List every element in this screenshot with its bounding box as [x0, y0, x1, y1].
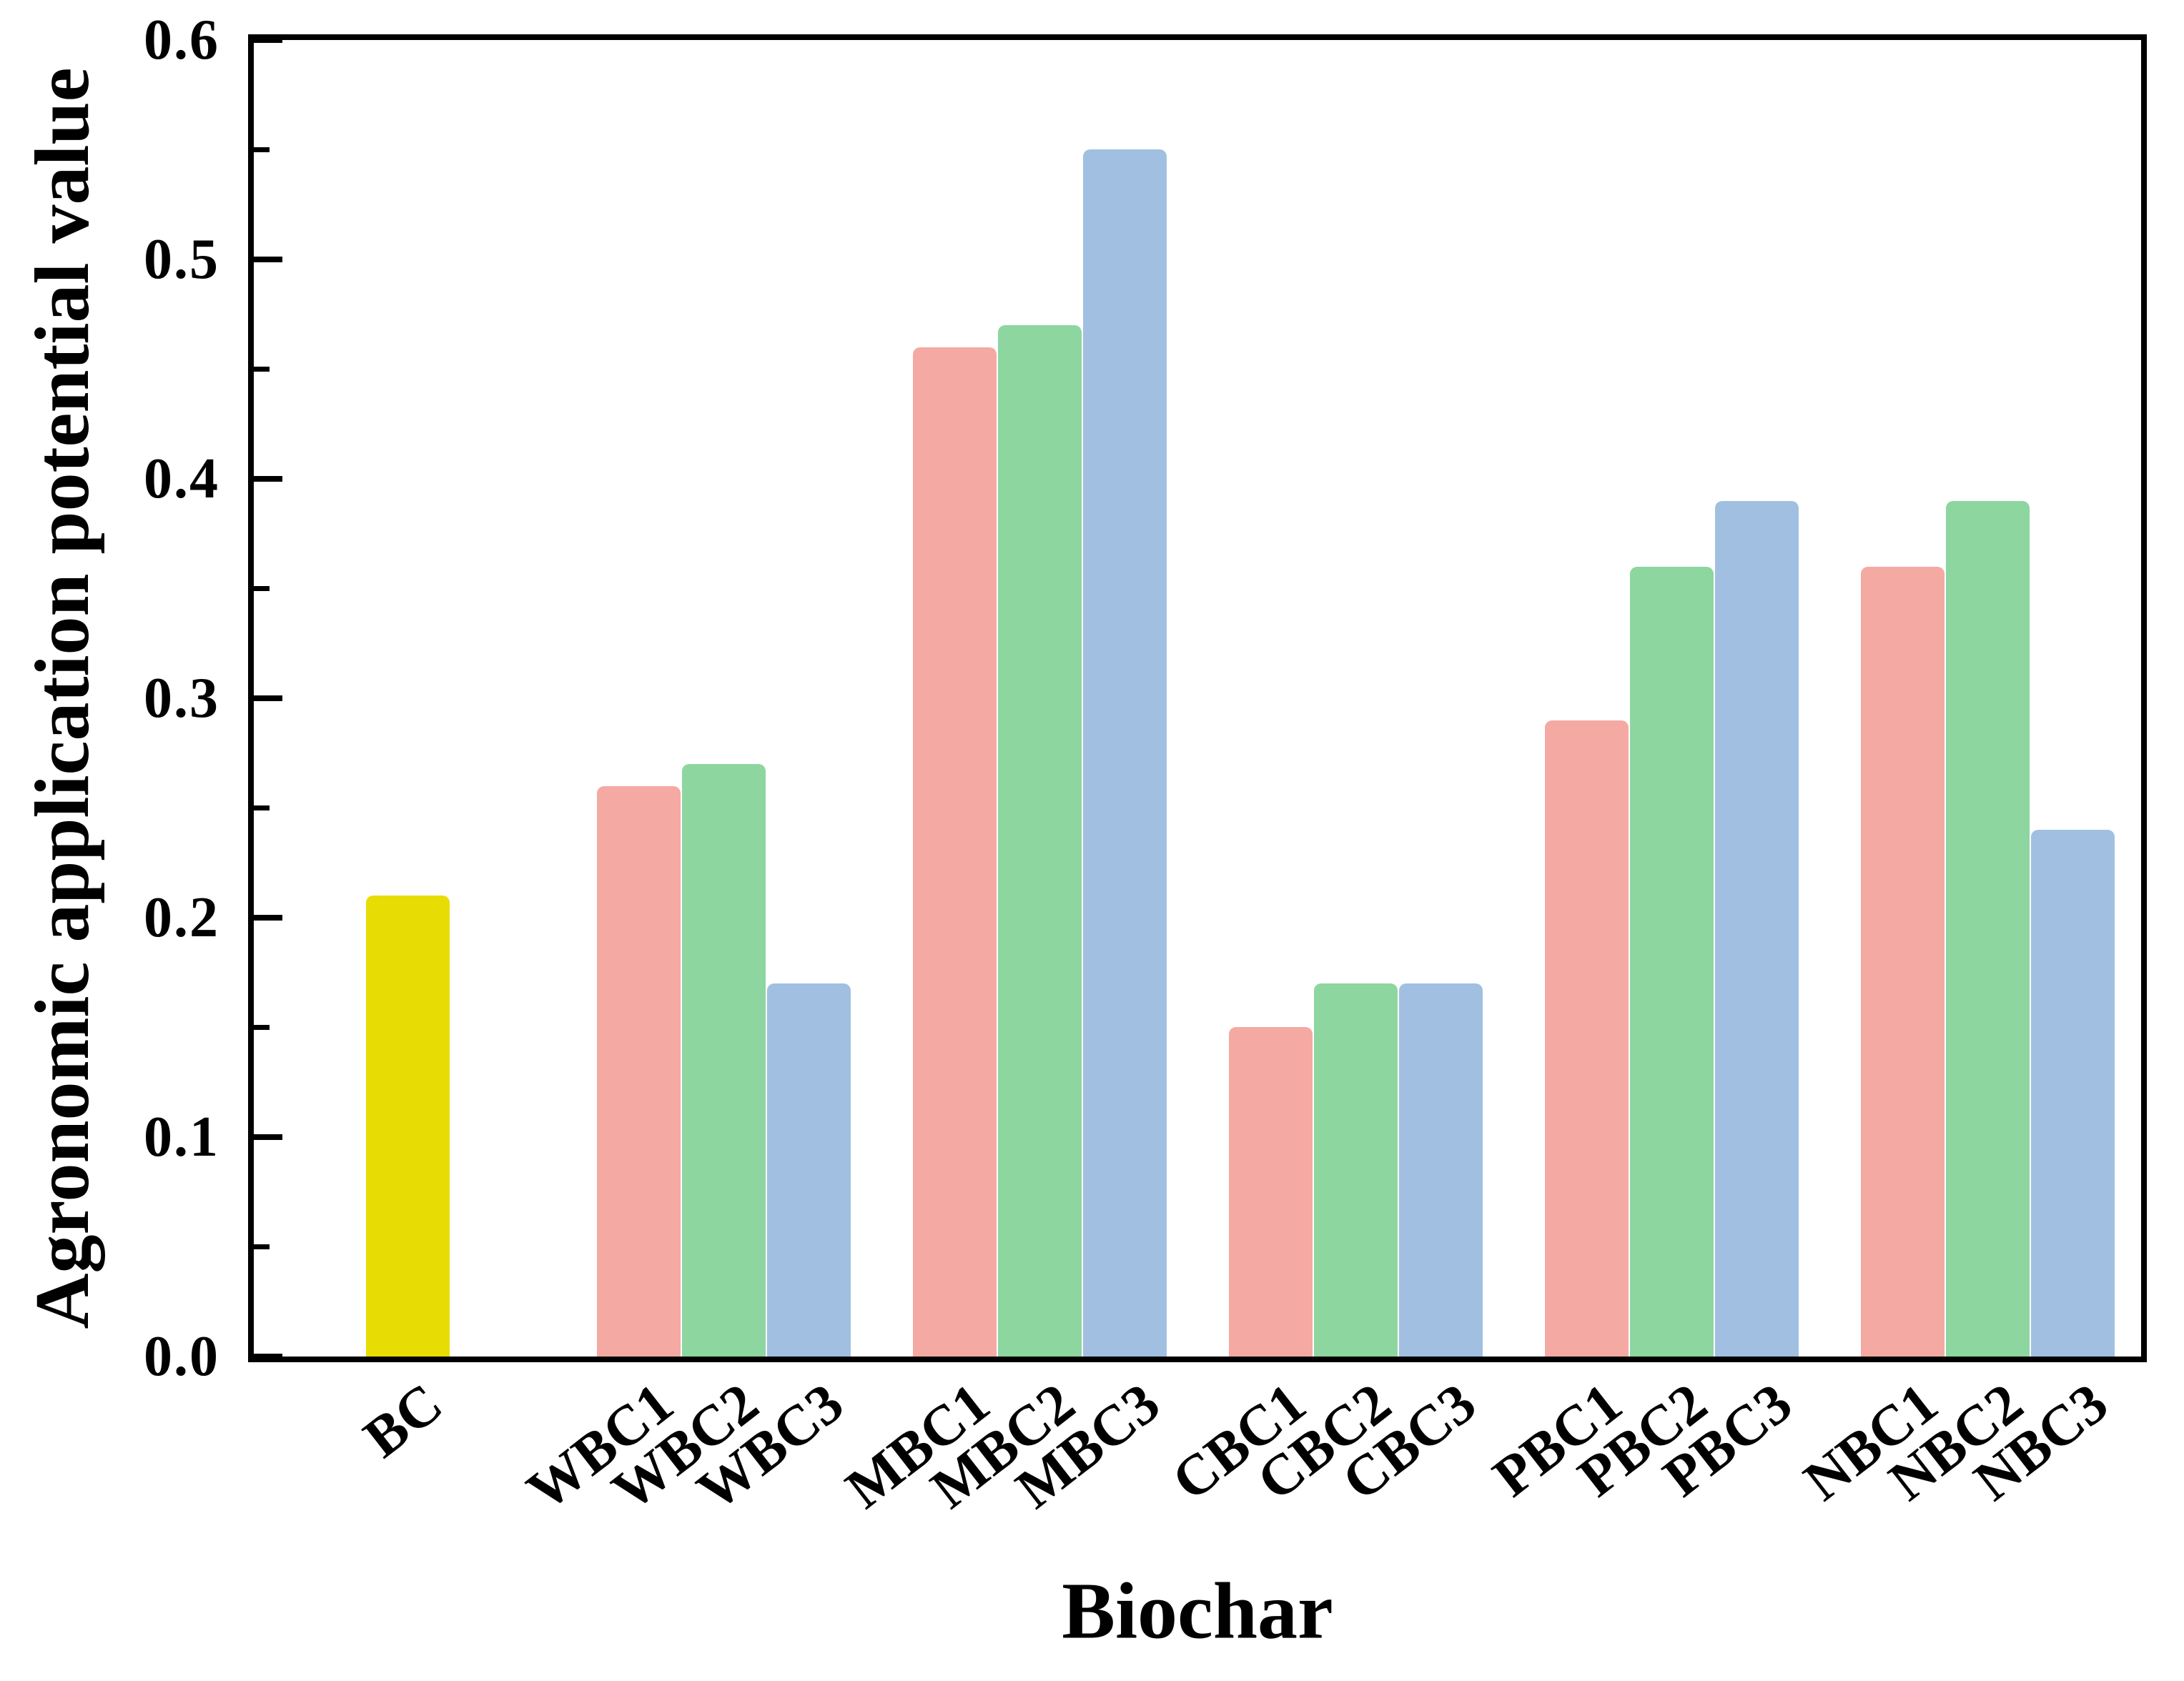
x-tick-label-CBC2: CBC2: [1245, 1371, 1403, 1513]
bar-MBC1: [913, 347, 997, 1357]
x-tick-label-CBC3: CBC3: [1330, 1371, 1488, 1513]
y-minor-tick-0.25: [254, 805, 270, 810]
y-major-tick-0.1: [254, 1134, 282, 1140]
y-major-tick-0.4: [254, 476, 282, 482]
y-major-tick-0.2: [254, 915, 282, 921]
bar-CBC2: [1314, 983, 1398, 1357]
y-major-tick-0.3: [254, 695, 282, 701]
bar-WBC3: [767, 983, 851, 1357]
x-tick-label-CBC1: CBC1: [1160, 1371, 1318, 1513]
x-tick-label-wrap-WBC3: WBC3: [318, 1372, 855, 1523]
y-minor-tick-0.15: [254, 1025, 270, 1030]
bar-CBC3: [1399, 983, 1483, 1357]
x-tick-label-wrap-CBC3: CBC3: [950, 1372, 1487, 1513]
x-tick-label-wrap-PBC2: PBC2: [1181, 1372, 1718, 1509]
x-tick-label-PBC1: PBC1: [1481, 1371, 1634, 1509]
x-tick-label-MBC2: MBC2: [919, 1371, 1087, 1521]
x-tick-label-wrap-MBC3: MBC3: [634, 1372, 1171, 1521]
plot-frame: [248, 34, 2147, 1362]
x-tick-label-wrap-PBC1: PBC1: [1096, 1372, 1633, 1509]
y-tick-label-0.5: 0.5: [144, 228, 219, 291]
x-tick-label-wrap-CBC1: CBC1: [780, 1372, 1317, 1513]
bar-NBC3: [2031, 830, 2115, 1357]
x-tick-label-wrap-CBC2: CBC2: [865, 1372, 1402, 1513]
y-tick-label-0.3: 0.3: [144, 667, 219, 730]
bar-WBC1: [597, 786, 681, 1357]
x-tick-label-wrap-WBC2: WBC2: [233, 1372, 770, 1523]
plot-area: [254, 37, 2141, 1359]
bar-BC: [366, 896, 450, 1357]
bar-MBC2: [998, 325, 1082, 1357]
bar-PBC3: [1715, 501, 1799, 1357]
x-tick-label-WBC3: WBC3: [686, 1371, 856, 1523]
x-tick-label-PBC2: PBC2: [1566, 1371, 1719, 1509]
x-axis-title: Biochar: [1062, 1567, 1333, 1656]
bar-CBC1: [1229, 1027, 1313, 1357]
x-tick-label-WBC2: WBC2: [601, 1371, 771, 1523]
y-major-tick-0.0: [254, 1354, 282, 1359]
x-tick-label-MBC3: MBC3: [1004, 1371, 1172, 1521]
bar-NBC1: [1861, 567, 1945, 1357]
y-tick-label-0.2: 0.2: [144, 886, 219, 949]
y-minor-tick-0.45: [254, 367, 270, 372]
bar-MBC3: [1083, 149, 1167, 1357]
y-minor-tick-0.55: [254, 147, 270, 152]
x-tick-label-wrap-PBC3: PBC3: [1266, 1372, 1803, 1509]
y-axis-title: Agronomic application potential value: [20, 67, 105, 1329]
x-tick-label-wrap-NBC3: NBC3: [1582, 1372, 2119, 1513]
x-tick-label-wrap-NBC2: NBC2: [1497, 1372, 2034, 1513]
x-tick-label-NBC3: NBC3: [1962, 1371, 2120, 1513]
y-tick-label-0.4: 0.4: [144, 447, 219, 510]
y-tick-label-0.0: 0.0: [144, 1325, 219, 1388]
x-tick-label-WBC1: WBC1: [515, 1371, 686, 1523]
x-tick-label-wrap-WBC1: WBC1: [148, 1372, 685, 1523]
y-minor-tick-0.35: [254, 586, 270, 591]
x-tick-label-NBC2: NBC2: [1877, 1371, 2035, 1513]
x-tick-label-wrap-MBC1: MBC1: [464, 1372, 1001, 1521]
bar-PBC2: [1630, 567, 1714, 1357]
x-tick-label-BC: BC: [352, 1371, 455, 1470]
y-minor-tick-0.05: [254, 1244, 270, 1249]
x-tick-label-NBC1: NBC1: [1792, 1371, 1950, 1513]
x-tick-label-wrap-NBC1: NBC1: [1412, 1372, 1949, 1513]
y-major-tick-0.6: [254, 37, 282, 43]
y-tick-label-0.6: 0.6: [144, 9, 219, 71]
x-tick-label-wrap-MBC2: MBC2: [549, 1372, 1086, 1521]
bar-PBC1: [1545, 720, 1629, 1357]
x-tick-label-MBC1: MBC1: [834, 1371, 1002, 1521]
bar-NBC2: [1946, 501, 2030, 1357]
y-major-tick-0.5: [254, 257, 282, 262]
y-tick-label-0.1: 0.1: [144, 1106, 219, 1169]
x-tick-label-PBC3: PBC3: [1651, 1371, 1804, 1509]
bar-WBC2: [682, 764, 766, 1357]
